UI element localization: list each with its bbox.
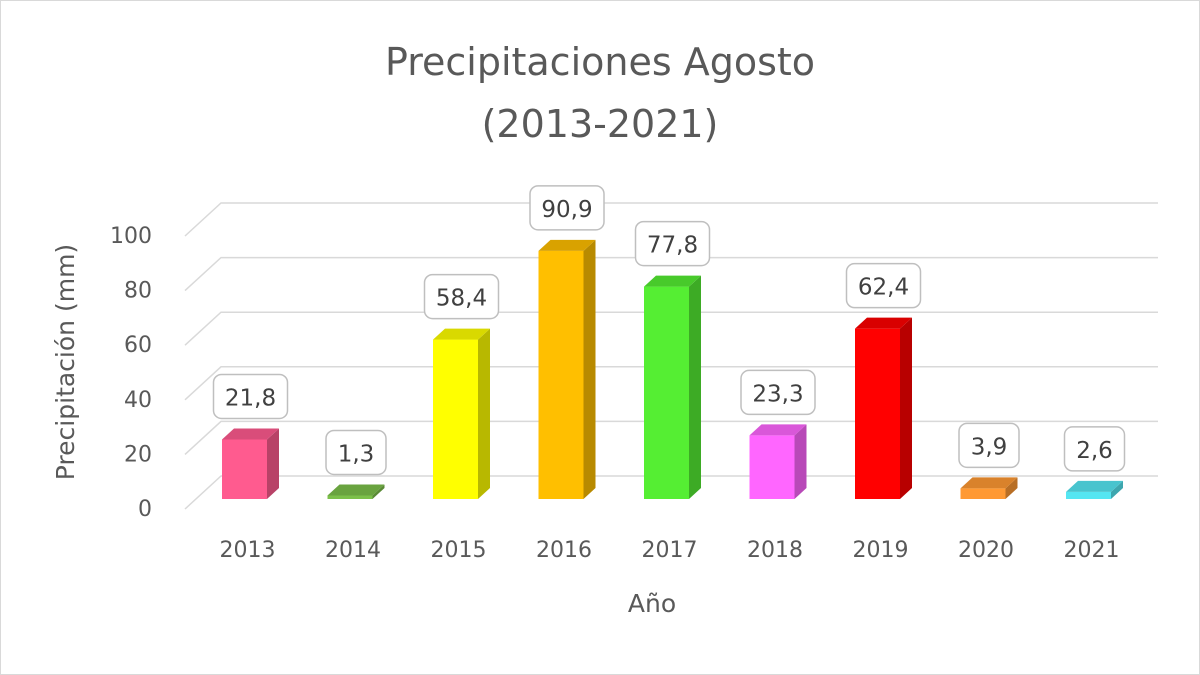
- gridline: [184, 420, 1158, 455]
- data-label: 3,9: [958, 422, 1020, 469]
- y-axis-ticks: 0 20 40 60 80 100: [110, 224, 152, 522]
- chart-title-line1: Precipitaciones Agosto: [384, 40, 816, 84]
- x-axis-label: Año: [628, 589, 676, 618]
- y-tick-label: 100: [110, 224, 152, 249]
- svg-text:3,9: 3,9: [971, 434, 1008, 460]
- gridline: [184, 311, 1158, 346]
- data-label: 62,4: [845, 262, 922, 309]
- svg-text:23,3: 23,3: [752, 381, 803, 407]
- y-tick-label: 0: [138, 497, 152, 522]
- gridline: [184, 256, 1158, 292]
- x-tick-label: 2015: [431, 538, 487, 563]
- data-label: 1,3: [325, 429, 387, 476]
- data-label: 90,9: [529, 185, 605, 231]
- y-axis-label: Precipitación (mm): [51, 244, 80, 480]
- bar-2015: [433, 328, 490, 499]
- bar-2019: [855, 317, 912, 499]
- gridline: [184, 475, 1158, 510]
- data-labels: 21,8 1,3 58,4 90,9 77,8 23,3 62,4 3,9 2,6: [212, 185, 1126, 476]
- x-tick-label: 2013: [220, 538, 276, 563]
- chart-title-line2: (2013-2021): [481, 102, 719, 146]
- svg-text:58,4: 58,4: [436, 286, 487, 312]
- bar-2020: [960, 477, 1018, 499]
- x-tick-label: 2018: [747, 538, 803, 563]
- data-label: 21,8: [212, 373, 289, 420]
- bar-2017: [644, 275, 701, 499]
- grid-lines: [184, 202, 1158, 510]
- svg-text:21,8: 21,8: [225, 385, 276, 411]
- x-tick-label: 2014: [325, 538, 381, 563]
- bar-2016: [538, 239, 596, 499]
- bar-2021: [1066, 480, 1123, 499]
- data-label: 23,3: [740, 369, 816, 416]
- y-tick-label: 60: [124, 333, 152, 358]
- gridline: [184, 202, 1158, 237]
- x-tick-label: 2019: [853, 538, 909, 563]
- bars: [222, 239, 1123, 499]
- data-label: 58,4: [423, 273, 500, 320]
- x-tick-label: 2020: [958, 538, 1014, 563]
- svg-text:62,4: 62,4: [858, 275, 909, 301]
- svg-text:2,6: 2,6: [1076, 438, 1113, 464]
- x-tick-label: 2017: [642, 538, 698, 563]
- bar-2018: [749, 424, 807, 499]
- y-tick-label: 40: [124, 388, 152, 413]
- data-label: 77,8: [634, 220, 711, 267]
- y-tick-label: 80: [124, 279, 152, 304]
- y-tick-label: 20: [124, 442, 152, 467]
- svg-text:90,9: 90,9: [541, 197, 592, 223]
- data-label: 2,6: [1063, 426, 1126, 472]
- bar-2014: [327, 484, 385, 499]
- svg-text:77,8: 77,8: [647, 233, 698, 259]
- bar-2013: [222, 428, 279, 499]
- gridline: [184, 366, 1158, 401]
- x-axis-ticks: 2013 2014 2015 2016 2017 2018 2019 2020 2021: [220, 538, 1120, 563]
- svg-text:1,3: 1,3: [338, 441, 375, 467]
- x-tick-label: 2021: [1064, 538, 1120, 563]
- x-tick-label: 2016: [536, 538, 592, 563]
